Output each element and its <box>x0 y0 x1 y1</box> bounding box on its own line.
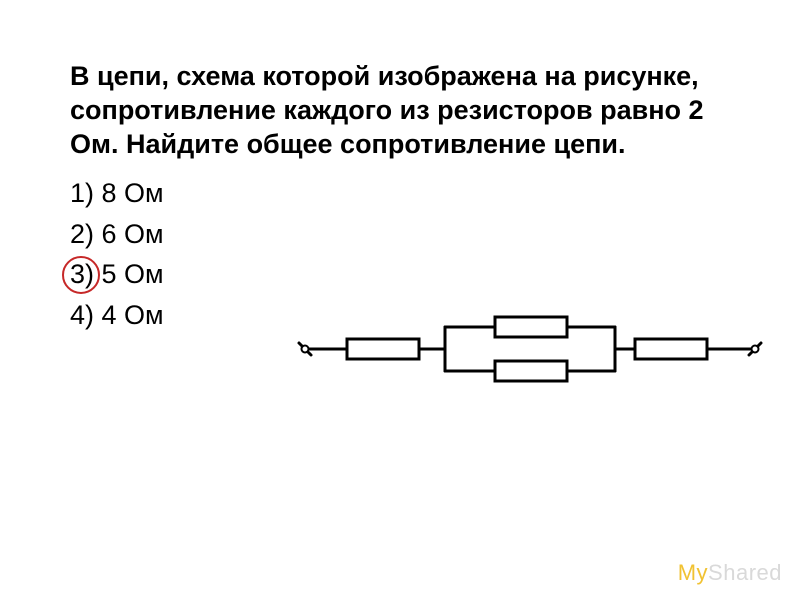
option-text: 4 Ом <box>102 300 164 330</box>
circuit-diagram <box>295 305 775 395</box>
option-text: 6 Ом <box>102 219 164 249</box>
option-2: 2) 6 Ом <box>70 214 730 255</box>
option-1: 1) 8 Ом <box>70 173 730 214</box>
option-num: 4) <box>70 300 94 330</box>
option-text: 5 Ом <box>102 259 164 289</box>
option-num: 1) <box>70 178 94 208</box>
watermark-prefix: My <box>678 560 708 585</box>
watermark-rest: Shared <box>708 560 782 585</box>
option-text: 8 Ом <box>102 178 164 208</box>
question-text: В цепи, схема которой изображена на рису… <box>70 60 730 161</box>
option-num: 3) <box>70 259 94 289</box>
option-num: 2) <box>70 219 94 249</box>
option-3: 3) 5 Ом <box>70 254 730 295</box>
watermark: MyShared <box>678 560 782 586</box>
